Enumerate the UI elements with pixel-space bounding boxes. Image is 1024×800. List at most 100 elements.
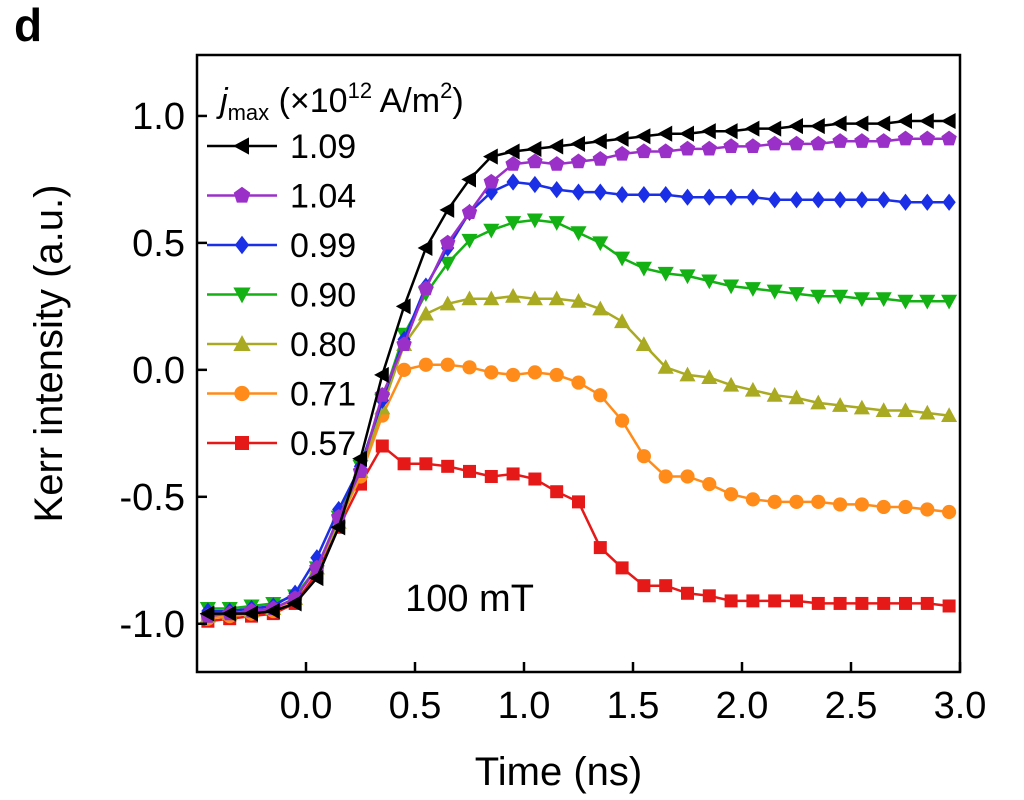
data-point xyxy=(854,497,870,512)
data-point xyxy=(920,193,934,211)
data-point xyxy=(941,294,958,310)
legend-entry: 0.90 xyxy=(207,277,356,315)
data-point xyxy=(615,186,629,204)
data-point xyxy=(636,449,652,464)
data-point xyxy=(853,115,869,132)
data-point xyxy=(572,495,585,509)
data-point xyxy=(724,188,738,206)
legend-marker xyxy=(233,287,251,304)
data-point xyxy=(942,504,957,520)
data-point xyxy=(810,394,827,410)
data-point xyxy=(746,594,760,608)
data-point xyxy=(461,290,478,306)
data-point xyxy=(724,487,739,502)
data-point xyxy=(790,594,803,608)
data-point xyxy=(418,280,434,296)
data-point xyxy=(614,313,631,329)
data-point xyxy=(528,472,542,486)
series-1_04 xyxy=(200,130,957,623)
data-point xyxy=(548,138,564,155)
data-point xyxy=(898,193,913,211)
data-point xyxy=(768,594,782,608)
data-point xyxy=(592,133,607,150)
data-point xyxy=(615,561,629,575)
legend-marker xyxy=(233,335,251,351)
data-point xyxy=(702,589,716,603)
legend-title-symbol: j xyxy=(216,82,229,120)
data-point xyxy=(550,485,564,499)
data-point xyxy=(767,135,783,151)
x-tick-label: 1.5 xyxy=(607,685,660,727)
data-point xyxy=(810,135,826,151)
x-axis-title: Time (ns) xyxy=(475,750,642,794)
data-point xyxy=(461,204,478,219)
data-point xyxy=(571,183,586,201)
data-point xyxy=(723,279,740,295)
y-tick-label: 0.0 xyxy=(132,350,185,392)
data-point xyxy=(308,570,324,587)
data-point xyxy=(549,156,565,171)
data-point xyxy=(635,128,651,145)
x-axis: 0.0 0.5 1.0 1.5 2.0 2.5 3.0 xyxy=(280,662,987,727)
data-point xyxy=(877,191,891,209)
data-point xyxy=(876,133,892,148)
data-point xyxy=(592,300,609,316)
data-point xyxy=(701,123,716,140)
data-point xyxy=(637,579,651,593)
data-point xyxy=(504,143,520,160)
series-layer xyxy=(199,112,958,628)
data-point xyxy=(528,175,542,194)
x-tick-label: 3.0 xyxy=(934,685,987,727)
x-tick-label: 0.5 xyxy=(389,685,442,727)
data-point xyxy=(505,156,521,171)
data-point xyxy=(659,186,673,204)
data-point xyxy=(811,596,825,610)
data-point xyxy=(527,153,543,169)
data-point xyxy=(810,289,827,305)
data-point xyxy=(832,133,848,148)
data-point xyxy=(788,118,803,135)
data-point xyxy=(920,596,934,610)
data-point xyxy=(505,287,522,303)
data-point xyxy=(419,457,433,471)
data-point xyxy=(418,357,433,372)
data-point xyxy=(875,402,892,417)
data-point xyxy=(766,284,783,300)
data-point xyxy=(571,375,586,390)
x-tick-label: 2.0 xyxy=(716,685,769,727)
data-point xyxy=(570,153,587,169)
data-point xyxy=(548,290,565,306)
legend-title-subscript: max xyxy=(228,100,270,125)
legend-title-close: ) xyxy=(452,82,463,120)
data-point xyxy=(898,499,913,515)
data-point xyxy=(899,596,912,610)
data-point xyxy=(766,386,783,402)
data-point xyxy=(833,191,847,209)
data-point xyxy=(635,336,652,351)
data-point xyxy=(744,120,760,137)
data-point xyxy=(745,492,761,507)
data-point xyxy=(875,115,891,132)
data-point xyxy=(570,293,587,308)
data-point xyxy=(526,213,543,229)
y-axis: -1.0 -0.5 0.0 0.5 1.0 xyxy=(120,96,207,646)
data-point xyxy=(875,292,892,307)
data-point xyxy=(745,138,761,153)
legend-marker xyxy=(233,137,249,155)
data-point xyxy=(658,469,673,484)
data-point xyxy=(723,138,739,153)
data-point xyxy=(199,605,215,622)
data-point xyxy=(855,596,869,610)
data-point xyxy=(461,233,478,249)
data-point xyxy=(941,407,958,423)
data-point xyxy=(593,183,607,201)
data-point xyxy=(375,439,389,453)
data-point xyxy=(548,216,565,231)
data-point xyxy=(417,239,433,257)
data-point xyxy=(658,143,674,159)
data-point xyxy=(483,290,500,306)
field-annotation: 100 mT xyxy=(405,578,534,620)
data-point xyxy=(570,135,585,152)
data-point xyxy=(439,295,456,311)
data-point xyxy=(440,357,455,372)
